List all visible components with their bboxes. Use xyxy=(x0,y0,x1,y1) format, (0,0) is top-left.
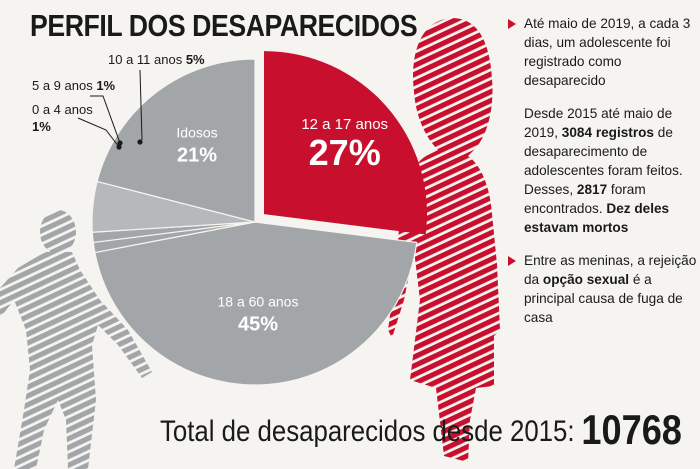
total-value: 10768 xyxy=(581,406,682,453)
note-2-deaths: Dez deles estavam mortos xyxy=(524,201,670,235)
slice-value-idosos: 21% xyxy=(177,144,217,166)
callout-leaders xyxy=(77,69,143,148)
callout-10-11-value: 5% xyxy=(186,52,205,67)
man-silhouette xyxy=(0,210,152,469)
note-3-part-c: é a principal causa de fuga de casa xyxy=(524,272,683,325)
arrow-bullet-icon xyxy=(508,256,516,266)
note-3-part-a: Entre as meninas, a rejeição da xyxy=(524,253,697,287)
callout-0-4: 0 a 4 anos 1% xyxy=(32,102,96,134)
slice-value-12-a-17-anos: 27% xyxy=(309,132,381,173)
note-2-part-e: foram encontrados. xyxy=(524,182,646,216)
slice-label-idosos: Idosos xyxy=(176,124,217,140)
note-1-text: Até maio de 2019, a cada 3 dias, um adol… xyxy=(524,16,691,88)
note-2-registros: 3084 registros xyxy=(561,125,654,140)
page-title: PERFIL DOS DESAPARECIDOS xyxy=(30,8,418,43)
callout-5-9-value: 1% xyxy=(96,78,115,93)
note-adolescent-frequency: Até maio de 2019, a cada 3 dias, um adol… xyxy=(506,14,700,90)
note-2-part-c: de desaparecimento de adolescentes foram… xyxy=(524,125,683,197)
callout-5-9: 5 a 9 anos 1% xyxy=(32,78,116,93)
total-label: Total de desaparecidos desde 2015: xyxy=(160,415,575,448)
note-2-part-a: Desde 2015 até maio de 2019, xyxy=(524,106,673,140)
pie-slice-idosos xyxy=(96,58,256,223)
callout-0-4-value: 1% xyxy=(32,119,51,134)
leader-0-4 xyxy=(77,117,120,148)
total-line: Total de desaparecidos desde 2015: 10768 xyxy=(160,406,682,454)
note-registrations: Desde 2015 até maio de 2019, 3084 regist… xyxy=(506,104,700,237)
leader-10-11 xyxy=(139,69,143,141)
notes-column: Até maio de 2019, a cada 3 dias, um adol… xyxy=(506,14,700,341)
callout-10-11-label: 10 a 11 anos xyxy=(108,52,186,67)
callout-10-11: 10 a 11 anos 5% xyxy=(108,52,205,67)
note-2-found-count: 2817 xyxy=(576,182,608,197)
callout-0-4-label: 0 a 4 anos xyxy=(32,102,96,117)
callout-dot xyxy=(116,144,122,150)
note-girls: Entre as meninas, a rejeição da opção se… xyxy=(506,251,700,327)
leader-5-9 xyxy=(90,95,121,144)
note-3-orientation: opção sexual xyxy=(542,272,630,287)
callout-5-9-label: 5 a 9 anos xyxy=(32,78,96,93)
slice-label-12-a-17-anos: 12 a 17 anos xyxy=(301,116,388,133)
woman-silhouette xyxy=(388,18,500,462)
pie-slice-18-a-60-anos xyxy=(94,221,418,386)
arrow-bullet-icon xyxy=(508,19,516,29)
callout-dot xyxy=(137,139,143,145)
pie-slice-12-a-17-anos xyxy=(264,51,428,235)
slice-value-18-a-60-anos: 45% xyxy=(238,313,278,335)
slice-label-18-a-60-anos: 18 a 60 anos xyxy=(217,293,298,309)
pie-slices xyxy=(91,51,428,386)
callout-dot xyxy=(117,140,123,146)
